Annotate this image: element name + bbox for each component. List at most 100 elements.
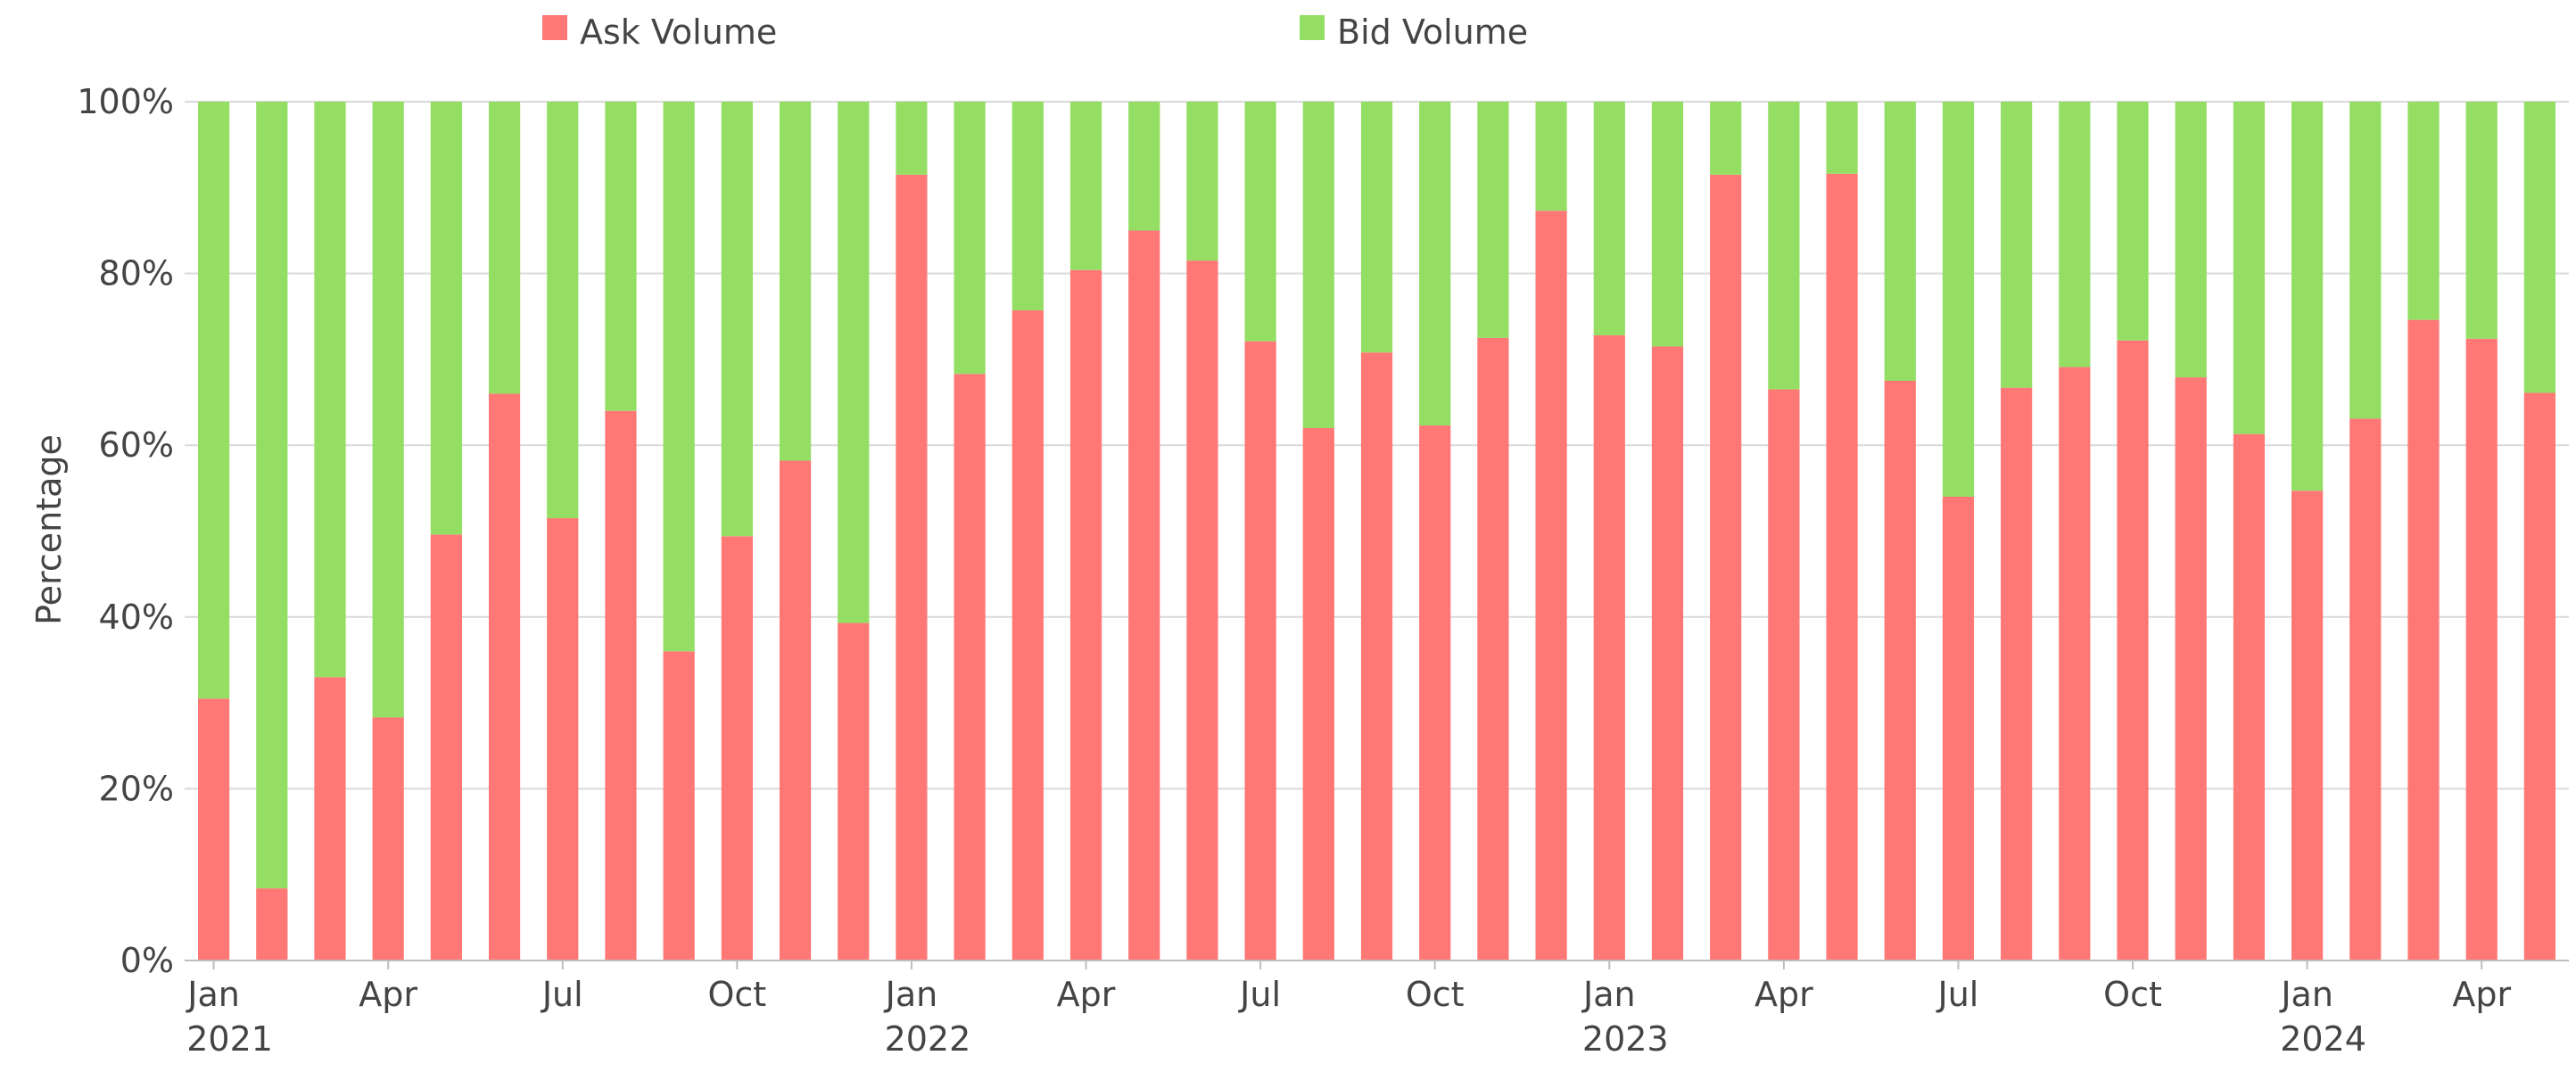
bar-bid[interactable] xyxy=(430,102,462,535)
bar-bid[interactable] xyxy=(779,102,812,461)
bar-bid[interactable] xyxy=(838,102,870,623)
bar-ask[interactable] xyxy=(547,518,579,961)
bars xyxy=(197,102,2556,961)
bar-bid[interactable] xyxy=(2117,102,2149,341)
bar-ask[interactable] xyxy=(1651,346,1684,961)
bar-ask[interactable] xyxy=(2117,340,2149,961)
x-tick-label: Jul xyxy=(541,975,583,1014)
bar-ask[interactable] xyxy=(314,677,346,961)
bar-ask[interactable] xyxy=(779,460,812,961)
bar-bid[interactable] xyxy=(1419,102,1451,426)
bar-ask[interactable] xyxy=(1768,389,1800,961)
legend-label-ask: Ask Volume xyxy=(580,12,777,52)
bar-ask[interactable] xyxy=(2059,367,2091,961)
x-tick-label: Jan xyxy=(1581,975,1636,1014)
bar-bid[interactable] xyxy=(256,102,288,889)
x-tick-label: Jan xyxy=(2279,975,2333,1014)
bar-ask[interactable] xyxy=(1419,425,1451,961)
bar-bid[interactable] xyxy=(1069,102,1102,270)
bar-ask[interactable] xyxy=(605,410,637,961)
bar-bid[interactable] xyxy=(547,102,579,519)
bar-ask[interactable] xyxy=(1128,230,1160,961)
bar-bid[interactable] xyxy=(1011,102,1044,311)
bar-ask[interactable] xyxy=(896,174,928,961)
bar-ask[interactable] xyxy=(1244,341,1276,961)
bar-ask[interactable] xyxy=(1710,174,1742,961)
bar-ask[interactable] xyxy=(1302,427,1334,961)
bar-bid[interactable] xyxy=(1710,102,1742,175)
bar-bid[interactable] xyxy=(954,102,986,375)
bar-ask[interactable] xyxy=(1535,210,1567,961)
x-tick-year-label: 2023 xyxy=(1582,1019,1669,1059)
x-tick-label: Oct xyxy=(708,975,767,1014)
bar-bid[interactable] xyxy=(2523,102,2556,393)
bar-ask[interactable] xyxy=(1477,337,1509,961)
bar-ask[interactable] xyxy=(1942,496,1975,961)
y-axis-title: Percentage xyxy=(29,434,69,625)
legend-item-ask[interactable]: Ask Volume xyxy=(542,12,777,52)
bar-ask[interactable] xyxy=(838,623,870,961)
bar-ask[interactable] xyxy=(2349,418,2382,961)
bar-bid[interactable] xyxy=(1651,102,1684,347)
bar-ask[interactable] xyxy=(663,651,695,961)
bar-bid[interactable] xyxy=(1477,102,1509,338)
bar-ask[interactable] xyxy=(430,534,462,961)
bar-ask[interactable] xyxy=(1360,352,1393,961)
bar-ask[interactable] xyxy=(2175,377,2207,961)
bar-bid[interactable] xyxy=(2349,102,2382,419)
bar-bid[interactable] xyxy=(1244,102,1276,342)
bar-bid[interactable] xyxy=(488,102,521,394)
bar-ask[interactable] xyxy=(488,393,521,961)
bar-bid[interactable] xyxy=(1128,102,1160,231)
x-tick-label: Oct xyxy=(2103,975,2162,1014)
bar-ask[interactable] xyxy=(1011,310,1044,961)
bar-ask[interactable] xyxy=(2523,392,2556,961)
bar-ask[interactable] xyxy=(2233,433,2266,961)
bar-bid[interactable] xyxy=(372,102,404,718)
bar-bid[interactable] xyxy=(1593,102,1625,335)
legend: Ask Volume Bid Volume xyxy=(542,12,1528,52)
bar-bid[interactable] xyxy=(2291,102,2324,491)
bar-bid[interactable] xyxy=(605,102,637,411)
bar-bid[interactable] xyxy=(1302,102,1334,428)
bar-ask[interactable] xyxy=(2407,319,2440,961)
bar-bid[interactable] xyxy=(2001,102,2033,388)
bar-bid[interactable] xyxy=(1826,102,1858,174)
bar-ask[interactable] xyxy=(2001,387,2033,961)
bar-bid[interactable] xyxy=(2059,102,2091,367)
bar-ask[interactable] xyxy=(1186,260,1218,961)
bar-ask[interactable] xyxy=(197,698,230,961)
bar-ask[interactable] xyxy=(1826,173,1858,961)
bar-bid[interactable] xyxy=(1768,102,1800,390)
legend-label-bid: Bid Volume xyxy=(1337,12,1528,52)
bar-bid[interactable] xyxy=(1942,102,1975,497)
bar-bid[interactable] xyxy=(1360,102,1393,353)
bar-ask[interactable] xyxy=(2291,491,2324,961)
bar-bid[interactable] xyxy=(1884,102,1916,381)
bar-ask[interactable] xyxy=(1593,334,1625,961)
y-tick-label: 100% xyxy=(77,82,174,121)
bar-ask[interactable] xyxy=(256,888,288,961)
bar-ask[interactable] xyxy=(372,717,404,961)
bar-bid[interactable] xyxy=(2465,102,2498,339)
bar-bid[interactable] xyxy=(721,102,753,537)
bar-ask[interactable] xyxy=(2465,338,2498,961)
bar-bid[interactable] xyxy=(2233,102,2266,434)
bar-bid[interactable] xyxy=(663,102,695,652)
bar-bid[interactable] xyxy=(314,102,346,678)
bar-bid[interactable] xyxy=(2175,102,2207,378)
x-tick-label: Oct xyxy=(1406,975,1465,1014)
bar-ask[interactable] xyxy=(1884,380,1916,961)
x-tick-year-label: 2021 xyxy=(186,1019,273,1059)
bar-bid[interactable] xyxy=(1186,102,1218,261)
bar-ask[interactable] xyxy=(721,536,753,961)
bar-bid[interactable] xyxy=(197,102,230,699)
bar-bid[interactable] xyxy=(896,102,928,175)
bar-bid[interactable] xyxy=(1535,102,1567,211)
x-tick-label: Jan xyxy=(186,975,240,1014)
legend-item-bid[interactable]: Bid Volume xyxy=(1300,12,1528,52)
bar-ask[interactable] xyxy=(1069,269,1102,961)
bar-bid[interactable] xyxy=(2407,102,2440,320)
bar-ask[interactable] xyxy=(954,374,986,961)
